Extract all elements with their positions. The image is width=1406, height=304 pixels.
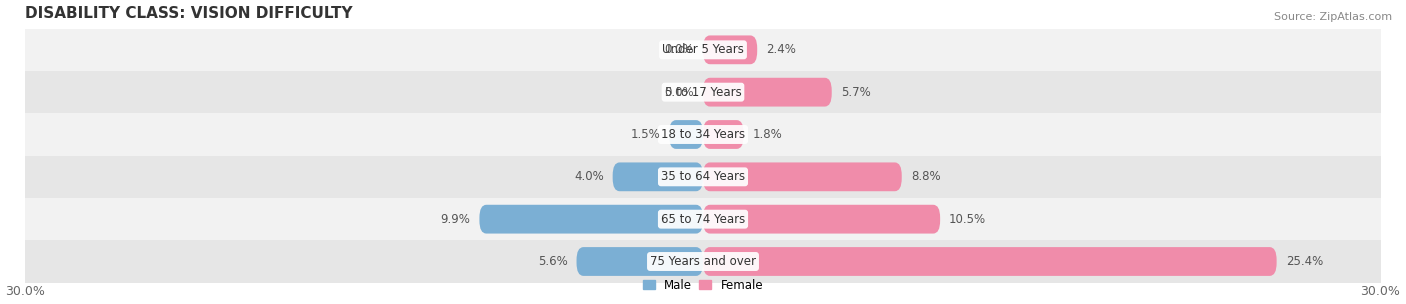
- Bar: [25, 198, 1381, 240]
- Text: 5.6%: 5.6%: [537, 255, 568, 268]
- Bar: [25, 156, 1381, 198]
- Bar: [25, 29, 1381, 71]
- Text: 18 to 34 Years: 18 to 34 Years: [661, 128, 745, 141]
- FancyBboxPatch shape: [613, 162, 703, 191]
- Text: 1.8%: 1.8%: [752, 128, 782, 141]
- FancyBboxPatch shape: [479, 205, 703, 233]
- FancyBboxPatch shape: [703, 78, 832, 107]
- Text: 35 to 64 Years: 35 to 64 Years: [661, 170, 745, 183]
- Text: 65 to 74 Years: 65 to 74 Years: [661, 213, 745, 226]
- FancyBboxPatch shape: [669, 120, 703, 149]
- Text: Source: ZipAtlas.com: Source: ZipAtlas.com: [1274, 12, 1392, 22]
- Text: 0.0%: 0.0%: [665, 43, 695, 56]
- FancyBboxPatch shape: [703, 120, 744, 149]
- Text: 0.0%: 0.0%: [665, 86, 695, 99]
- Text: 10.5%: 10.5%: [949, 213, 986, 226]
- FancyBboxPatch shape: [576, 247, 703, 276]
- Text: 25.4%: 25.4%: [1285, 255, 1323, 268]
- FancyBboxPatch shape: [703, 36, 758, 64]
- Text: 1.5%: 1.5%: [630, 128, 659, 141]
- Text: 2.4%: 2.4%: [766, 43, 796, 56]
- Bar: [25, 240, 1381, 283]
- FancyBboxPatch shape: [703, 162, 901, 191]
- Text: 4.0%: 4.0%: [574, 170, 603, 183]
- Bar: [25, 71, 1381, 113]
- FancyBboxPatch shape: [703, 247, 1277, 276]
- Text: Under 5 Years: Under 5 Years: [662, 43, 744, 56]
- Text: 8.8%: 8.8%: [911, 170, 941, 183]
- Text: 5 to 17 Years: 5 to 17 Years: [665, 86, 741, 99]
- Text: DISABILITY CLASS: VISION DIFFICULTY: DISABILITY CLASS: VISION DIFFICULTY: [25, 5, 353, 21]
- Text: 9.9%: 9.9%: [440, 213, 471, 226]
- FancyBboxPatch shape: [703, 205, 941, 233]
- Bar: [25, 113, 1381, 156]
- Text: 75 Years and over: 75 Years and over: [650, 255, 756, 268]
- Legend: Male, Female: Male, Female: [643, 279, 763, 292]
- Text: 5.7%: 5.7%: [841, 86, 870, 99]
